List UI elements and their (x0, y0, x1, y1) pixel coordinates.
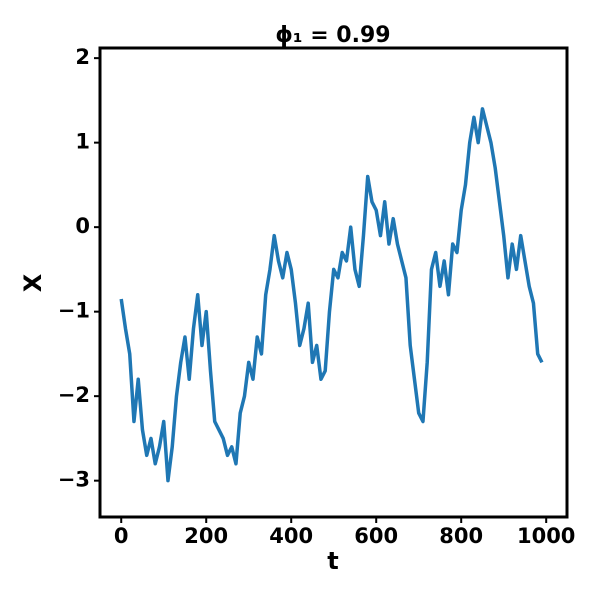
x-axis-label: t (327, 547, 338, 575)
y-tick-label: 2 (75, 45, 90, 69)
y-axis-label: X (19, 273, 47, 292)
y-tick-label: 0 (75, 214, 90, 238)
y-tick-label: 1 (75, 130, 90, 154)
x-tick-label: 1000 (517, 524, 575, 548)
x-tick-label: 400 (269, 524, 313, 548)
plot-frame (98, 46, 569, 519)
x-tick-label: 0 (114, 524, 129, 548)
y-tick-label: −1 (58, 299, 90, 323)
x-tick-label: 200 (184, 524, 228, 548)
chart-title: ϕ₁ = 0.99 (275, 23, 390, 48)
y-tick-label: −2 (58, 383, 90, 407)
y-tick-label: −3 (58, 468, 90, 492)
x-tick-label: 800 (439, 524, 483, 548)
x-tick-label: 600 (354, 524, 398, 548)
series-line (119, 107, 544, 483)
